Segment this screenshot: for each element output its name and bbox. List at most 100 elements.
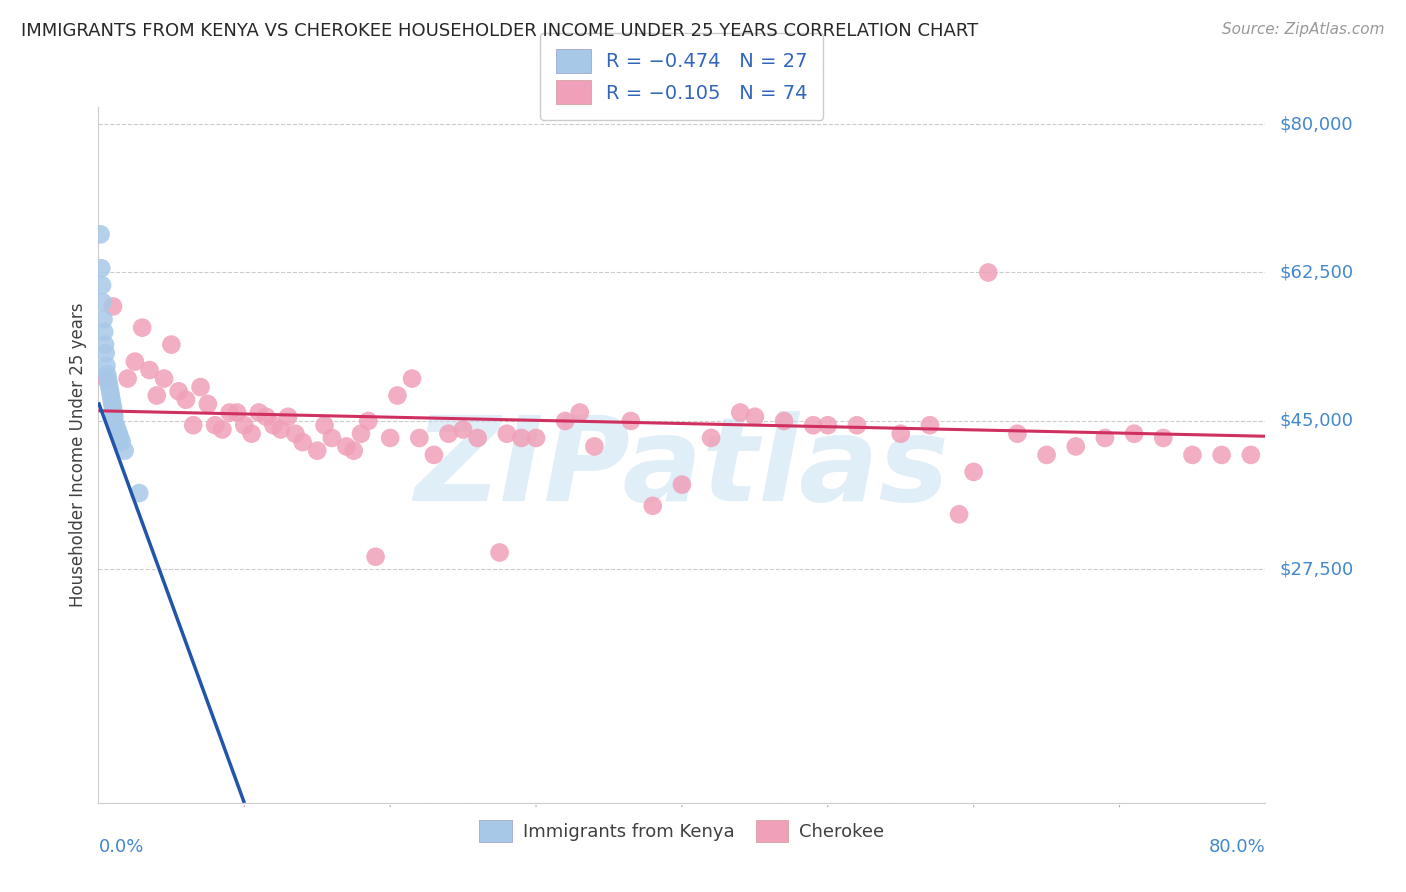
Point bbox=[488, 545, 510, 559]
Point bbox=[277, 409, 299, 424]
Point bbox=[98, 384, 121, 399]
Point bbox=[977, 265, 1000, 279]
Point bbox=[111, 435, 134, 450]
Point bbox=[890, 426, 912, 441]
Point bbox=[583, 439, 606, 453]
Text: $45,000: $45,000 bbox=[1279, 412, 1354, 430]
Point bbox=[423, 448, 446, 462]
Point bbox=[437, 426, 460, 441]
Point bbox=[1123, 426, 1146, 441]
Point bbox=[101, 397, 124, 411]
Point bbox=[103, 409, 125, 424]
Point bbox=[91, 278, 114, 293]
Point bbox=[817, 418, 839, 433]
Point bbox=[467, 431, 489, 445]
Point bbox=[321, 431, 343, 445]
Point bbox=[496, 426, 519, 441]
Point bbox=[101, 300, 124, 314]
Point bbox=[335, 439, 357, 453]
Point bbox=[307, 443, 329, 458]
Point bbox=[1094, 431, 1116, 445]
Point bbox=[641, 499, 664, 513]
Point bbox=[1181, 448, 1204, 462]
Point bbox=[1064, 439, 1087, 453]
Point bbox=[94, 337, 117, 351]
Point bbox=[100, 392, 122, 407]
Point bbox=[110, 431, 132, 445]
Point bbox=[801, 418, 824, 433]
Point bbox=[131, 320, 153, 334]
Text: 80.0%: 80.0% bbox=[1209, 838, 1265, 855]
Point bbox=[343, 443, 366, 458]
Point bbox=[700, 431, 723, 445]
Point bbox=[97, 371, 120, 385]
Point bbox=[146, 388, 169, 402]
Point bbox=[108, 426, 131, 441]
Point bbox=[104, 418, 127, 433]
Point bbox=[93, 312, 115, 326]
Point bbox=[408, 431, 430, 445]
Point bbox=[247, 405, 270, 419]
Point bbox=[181, 418, 204, 433]
Point bbox=[211, 422, 233, 436]
Point bbox=[270, 422, 292, 436]
Point bbox=[451, 422, 474, 436]
Point bbox=[98, 380, 121, 394]
Point bbox=[190, 380, 212, 394]
Legend: Immigrants from Kenya, Cherokee: Immigrants from Kenya, Cherokee bbox=[472, 813, 891, 849]
Point bbox=[1007, 426, 1029, 441]
Point bbox=[1240, 448, 1263, 462]
Point bbox=[153, 371, 176, 385]
Point bbox=[773, 414, 796, 428]
Point bbox=[103, 405, 125, 419]
Point bbox=[1035, 448, 1057, 462]
Point bbox=[554, 414, 576, 428]
Text: ZIPatlas: ZIPatlas bbox=[415, 411, 949, 526]
Point bbox=[117, 371, 139, 385]
Text: Source: ZipAtlas.com: Source: ZipAtlas.com bbox=[1222, 22, 1385, 37]
Text: IMMIGRANTS FROM KENYA VS CHEROKEE HOUSEHOLDER INCOME UNDER 25 YEARS CORRELATION : IMMIGRANTS FROM KENYA VS CHEROKEE HOUSEH… bbox=[21, 22, 979, 40]
Point bbox=[948, 508, 970, 522]
Point bbox=[167, 384, 190, 399]
Point bbox=[94, 371, 117, 385]
Point bbox=[218, 405, 240, 419]
Point bbox=[197, 397, 219, 411]
Point bbox=[94, 346, 117, 360]
Point bbox=[233, 418, 256, 433]
Text: $27,500: $27,500 bbox=[1279, 560, 1354, 579]
Point bbox=[101, 401, 124, 416]
Y-axis label: Householder Income Under 25 years: Householder Income Under 25 years bbox=[69, 302, 87, 607]
Point bbox=[744, 409, 766, 424]
Point bbox=[263, 418, 285, 433]
Point bbox=[226, 405, 249, 419]
Point bbox=[105, 422, 128, 436]
Point bbox=[1152, 431, 1174, 445]
Point bbox=[174, 392, 197, 407]
Point bbox=[380, 431, 402, 445]
Point bbox=[96, 359, 118, 373]
Point bbox=[846, 418, 869, 433]
Point bbox=[962, 465, 984, 479]
Point bbox=[93, 325, 115, 339]
Point bbox=[124, 354, 146, 368]
Point bbox=[291, 435, 314, 450]
Point bbox=[240, 426, 263, 441]
Point bbox=[1211, 448, 1233, 462]
Point bbox=[254, 409, 277, 424]
Point bbox=[364, 549, 387, 564]
Point bbox=[314, 418, 336, 433]
Point bbox=[357, 414, 380, 428]
Point bbox=[91, 295, 114, 310]
Point bbox=[96, 368, 118, 382]
Point bbox=[138, 363, 160, 377]
Point bbox=[918, 418, 941, 433]
Point bbox=[90, 261, 112, 276]
Point bbox=[510, 431, 533, 445]
Point bbox=[387, 388, 409, 402]
Point bbox=[284, 426, 307, 441]
Point bbox=[524, 431, 547, 445]
Point bbox=[90, 227, 112, 242]
Point bbox=[100, 388, 122, 402]
Point bbox=[568, 405, 591, 419]
Text: 0.0%: 0.0% bbox=[98, 838, 143, 855]
